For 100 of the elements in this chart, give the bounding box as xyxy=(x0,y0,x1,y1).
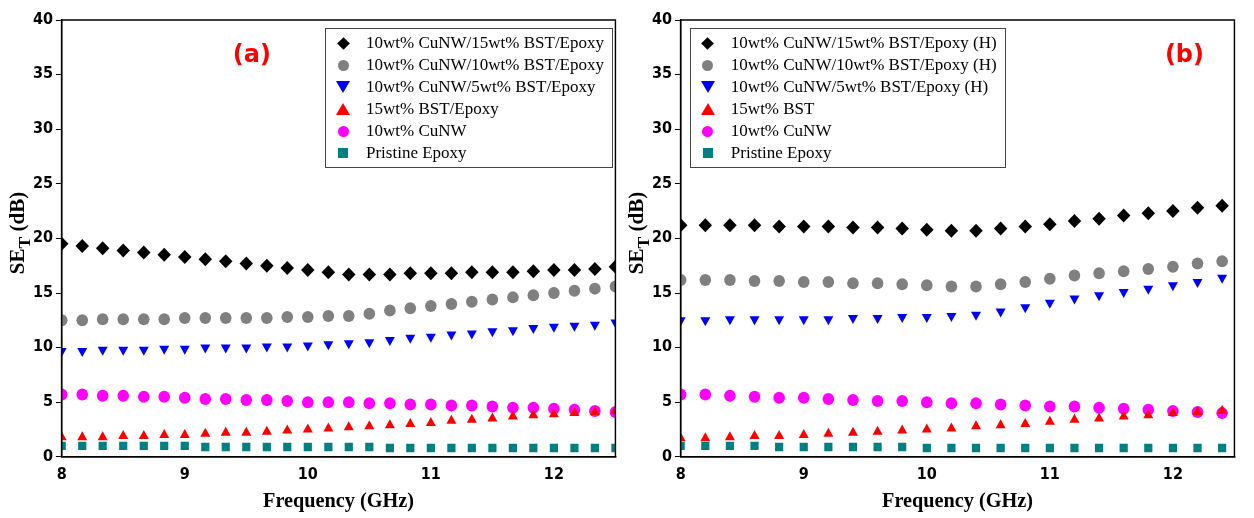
point xyxy=(1218,443,1227,453)
point xyxy=(946,312,957,322)
point xyxy=(847,426,858,436)
y-tick-label: 25 xyxy=(651,173,673,191)
point xyxy=(1094,412,1105,422)
point xyxy=(261,425,272,435)
x-tick-label: 11 xyxy=(1039,464,1060,482)
point xyxy=(239,256,254,271)
point xyxy=(947,443,956,453)
point xyxy=(403,266,418,281)
point xyxy=(822,276,835,289)
point xyxy=(137,313,150,326)
point xyxy=(528,409,539,419)
point xyxy=(873,442,882,452)
point xyxy=(1044,415,1055,425)
point xyxy=(700,317,711,327)
point xyxy=(466,295,478,308)
point xyxy=(384,419,395,429)
point xyxy=(138,430,149,440)
y-tick-label: 30 xyxy=(32,118,54,137)
point xyxy=(1167,282,1178,292)
point xyxy=(1116,208,1131,223)
point xyxy=(179,345,190,355)
point xyxy=(178,249,192,264)
point xyxy=(724,431,735,441)
point xyxy=(1118,288,1129,298)
point xyxy=(178,312,191,325)
point xyxy=(921,314,932,324)
point xyxy=(798,428,809,438)
point xyxy=(847,277,859,290)
point xyxy=(548,408,559,418)
point xyxy=(895,221,909,236)
point xyxy=(425,398,437,411)
point xyxy=(848,442,858,452)
point xyxy=(700,432,711,442)
point xyxy=(547,263,561,278)
y-tick-label: 20 xyxy=(32,228,54,246)
point xyxy=(96,313,109,326)
point xyxy=(281,395,294,408)
point xyxy=(1069,295,1080,305)
point xyxy=(1215,198,1229,213)
point xyxy=(485,265,500,280)
point xyxy=(568,284,581,297)
point xyxy=(1021,443,1030,453)
x-tick-label: 9 xyxy=(798,464,809,482)
legend-label: 10wt% CuNW/15wt% BST/Epoxy (H) xyxy=(730,32,997,54)
point xyxy=(261,312,273,325)
x-tick-label: 8 xyxy=(56,464,67,482)
point xyxy=(797,276,810,289)
point xyxy=(1167,260,1179,273)
point xyxy=(406,443,415,453)
point xyxy=(385,443,394,453)
point xyxy=(342,396,355,409)
point xyxy=(78,441,87,451)
point xyxy=(747,218,762,233)
point xyxy=(486,400,499,413)
point xyxy=(466,399,478,412)
point xyxy=(921,279,933,292)
point xyxy=(774,316,785,326)
point xyxy=(1193,443,1202,453)
point xyxy=(404,398,417,411)
point xyxy=(466,330,477,340)
point xyxy=(119,441,128,451)
point xyxy=(77,347,88,357)
point xyxy=(363,307,376,320)
point xyxy=(1070,443,1079,453)
point xyxy=(749,430,760,440)
point xyxy=(944,223,959,238)
point xyxy=(344,442,353,452)
point xyxy=(773,391,785,404)
point xyxy=(97,346,108,356)
point xyxy=(750,441,759,451)
point xyxy=(569,322,580,332)
point xyxy=(424,266,438,281)
point xyxy=(774,430,785,440)
point xyxy=(364,339,375,349)
point xyxy=(872,425,883,435)
point xyxy=(302,311,314,324)
point xyxy=(221,442,230,452)
x-tick-label: 10 xyxy=(916,464,937,482)
legend-label: Pristine Epoxy xyxy=(366,142,467,164)
point xyxy=(995,308,1006,318)
legend-label: 10wt% CuNW/5wt% BST/Epoxy xyxy=(366,76,596,98)
point xyxy=(323,341,334,351)
point xyxy=(77,431,88,441)
point xyxy=(971,420,982,430)
point xyxy=(117,389,130,402)
point xyxy=(137,245,151,260)
point xyxy=(486,293,499,306)
y-tick-label: 35 xyxy=(651,64,673,82)
point xyxy=(343,421,354,431)
point xyxy=(488,443,497,453)
point xyxy=(180,441,189,451)
point xyxy=(219,312,232,325)
point xyxy=(342,309,355,322)
point xyxy=(969,223,983,238)
point xyxy=(178,391,191,404)
point xyxy=(1045,443,1054,453)
x-tick-label: 12 xyxy=(1162,464,1183,482)
point xyxy=(445,399,458,412)
